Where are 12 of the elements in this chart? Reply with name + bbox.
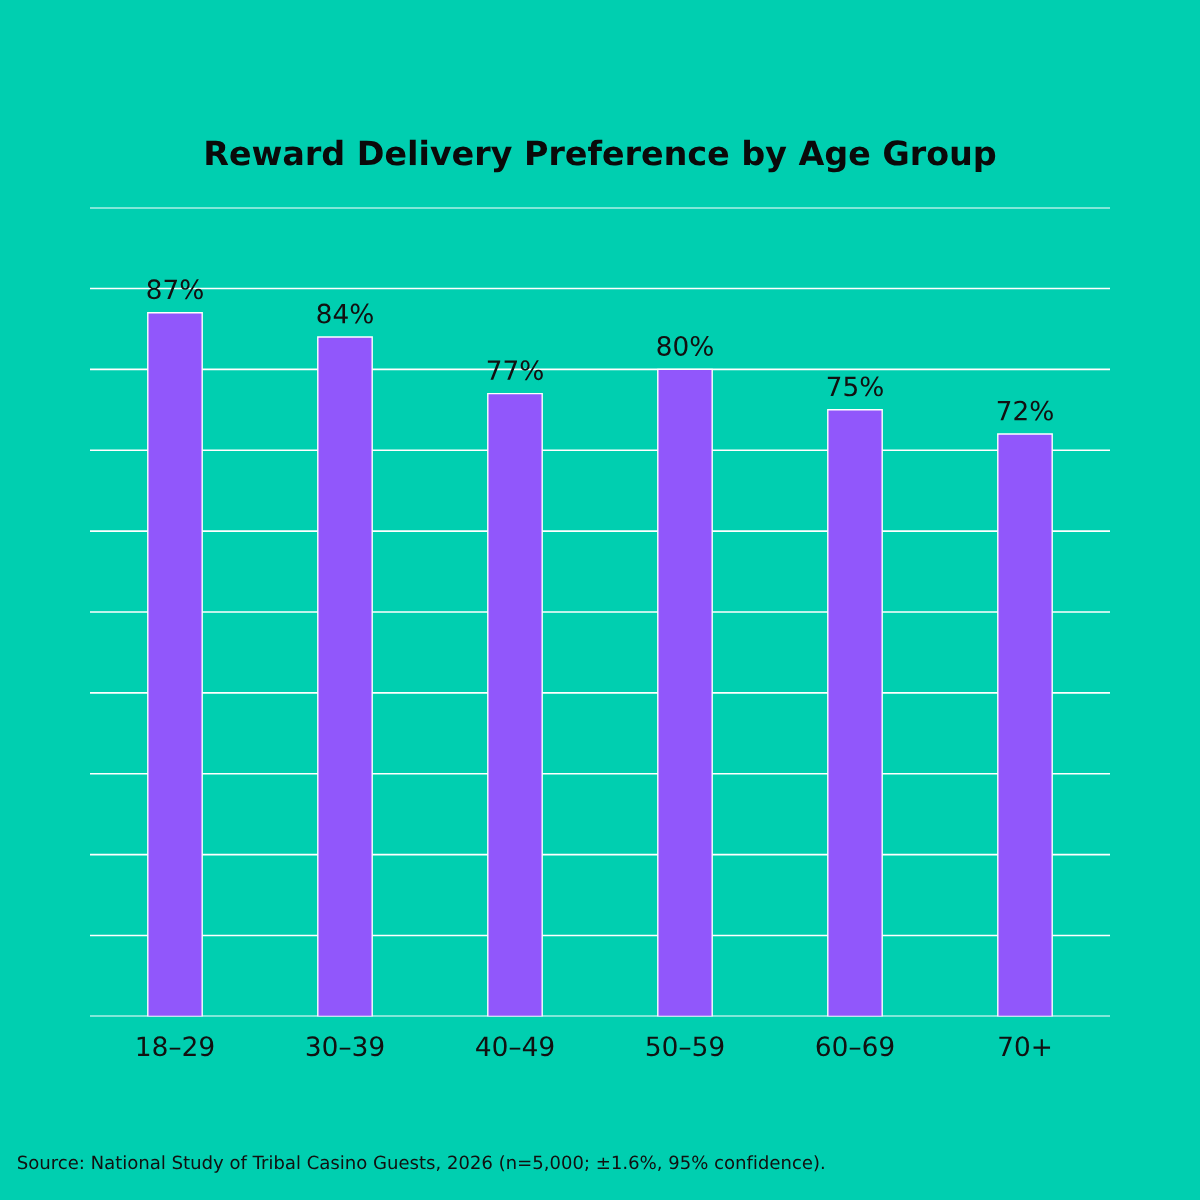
- data-label: 80%: [657, 335, 713, 356]
- x-tick-label: 30–39: [306, 1036, 384, 1057]
- data-label: 84%: [317, 303, 373, 324]
- data-label: 75%: [827, 376, 883, 397]
- data-label: 72%: [997, 400, 1053, 421]
- x-tick-label: 70+: [999, 1036, 1051, 1057]
- x-tick-label: 40–49: [476, 1036, 554, 1057]
- source-note: Source: National Study of Tribal Casino Guests, 2026 (n=5,000; ±1.6%, 95% confidence).: [17, 1155, 824, 1173]
- chart-title: Reward Delivery Preference by Age Group: [206, 139, 996, 173]
- x-tick-label: 60–69: [816, 1036, 894, 1057]
- x-tick-label: 50–59: [646, 1036, 724, 1057]
- x-tick-label: 18–29: [137, 1036, 214, 1057]
